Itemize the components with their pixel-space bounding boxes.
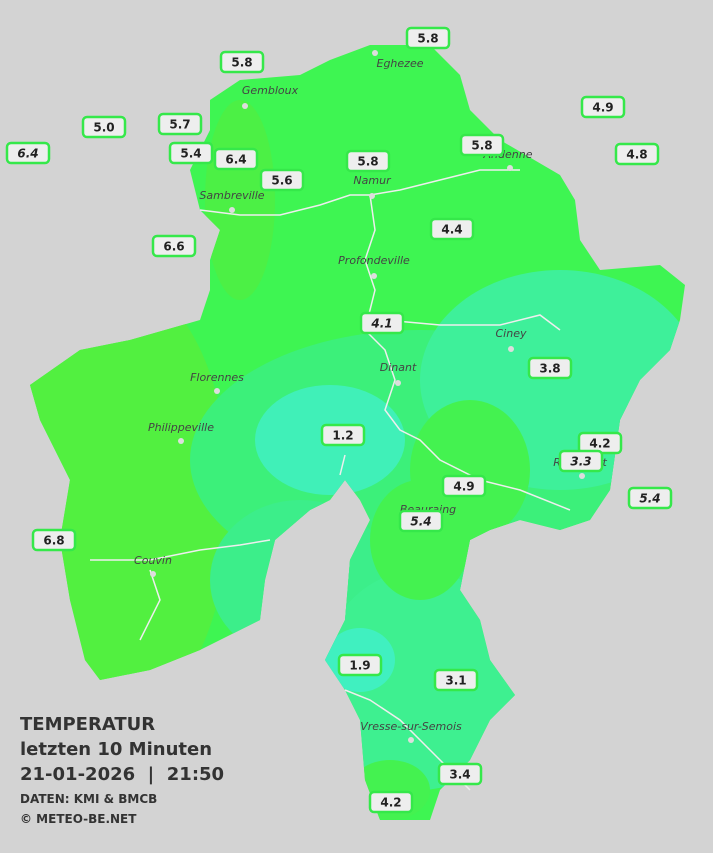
city-dot [371, 273, 377, 279]
station-box [213, 147, 259, 171]
timestamp: 21-01-2026 | 21:50 [20, 764, 224, 785]
source: DATEN: KMI & BMCB [20, 792, 157, 806]
city-dot [408, 737, 414, 743]
station-box [614, 142, 660, 166]
station-value: 4.9 [592, 101, 613, 115]
stations: 5.8 5.8 4.9 5.0 5.7 6.4 5.4 6.4 5.8 4.8 5.8 5.6 4.4 6… [5, 26, 673, 814]
subtitle: letzten 10 Minuten [20, 739, 212, 760]
station-value: 5.4 [180, 147, 201, 161]
station-value: 1.9 [349, 659, 370, 673]
station-box [345, 149, 391, 173]
station-box [259, 168, 305, 192]
city-label: Profondeville [338, 254, 410, 267]
station-value: 1.2 [332, 429, 353, 443]
station-value: 5.8 [231, 56, 252, 70]
station-value: 4.8 [626, 148, 647, 162]
city-dot [229, 207, 235, 213]
city-label: Sambreville [199, 189, 264, 202]
station-value: 4.1 [370, 317, 392, 331]
city-label: Florennes [190, 371, 244, 384]
station-value: 3.3 [570, 455, 591, 469]
cities: EghezeeGemblouxAndenneNamurSambrevillePr… [134, 50, 607, 743]
station-box [151, 234, 197, 258]
station-box [558, 449, 604, 473]
station-box [359, 311, 405, 335]
station-box [157, 112, 203, 136]
station-value: 4.2 [380, 796, 401, 810]
city-dot [178, 438, 184, 444]
station-value: 3.1 [445, 674, 466, 688]
city-label: Dinant [380, 361, 417, 374]
station-box [337, 653, 383, 677]
station-box [320, 423, 366, 447]
station-value: 6.8 [43, 534, 64, 548]
station-box [398, 509, 444, 533]
station-value: 4.2 [589, 437, 610, 451]
station-box [168, 141, 214, 165]
city-dot [579, 473, 585, 479]
station-box [580, 95, 626, 119]
station-value: 5.8 [471, 139, 492, 153]
city-dot [369, 193, 375, 199]
station-value: 5.6 [271, 174, 292, 188]
station-value: 6.4 [17, 147, 38, 161]
station-value: 3.4 [449, 768, 470, 782]
station-value: 4.4 [441, 223, 462, 237]
city-label: Couvin [134, 554, 172, 567]
city-label: Ciney [496, 327, 527, 340]
station-box [459, 133, 505, 157]
station-box [527, 356, 573, 380]
station-value: 4.9 [453, 480, 474, 494]
city-dot [242, 103, 248, 109]
city-label: Namur [353, 174, 392, 187]
station-box [429, 217, 475, 241]
station-value: 5.4 [410, 515, 431, 529]
station-box [5, 141, 51, 165]
station-box [405, 26, 451, 50]
station-box [441, 474, 487, 498]
city-label: Vresse-sur-Semois [360, 720, 462, 733]
station-box [433, 668, 479, 692]
station-box [368, 790, 414, 814]
station-value: 6.6 [163, 240, 184, 254]
city-dot [507, 165, 513, 171]
station-value: 5.8 [417, 32, 438, 46]
city-dot [395, 380, 401, 386]
station-box [627, 486, 673, 510]
city-label: Philippeville [148, 421, 214, 434]
station-box [219, 50, 265, 74]
city-dot [214, 388, 220, 394]
city-dot [508, 346, 514, 352]
city-dot [150, 571, 156, 577]
copyright: © METEO-BE.NET [20, 812, 137, 826]
title: TEMPERATUR [20, 714, 155, 735]
station-value: 5.8 [357, 155, 378, 169]
station-value: 6.4 [225, 153, 246, 167]
station-box [81, 115, 127, 139]
station-value: 5.0 [93, 121, 114, 135]
city-label: Eghezee [377, 57, 424, 70]
station-value: 5.7 [169, 118, 190, 132]
station-value: 3.8 [539, 362, 560, 376]
station-box [437, 762, 483, 786]
city-label: Gembloux [242, 84, 299, 97]
station-box [31, 528, 77, 552]
station-value: 5.4 [639, 492, 660, 506]
city-dot [372, 50, 378, 56]
